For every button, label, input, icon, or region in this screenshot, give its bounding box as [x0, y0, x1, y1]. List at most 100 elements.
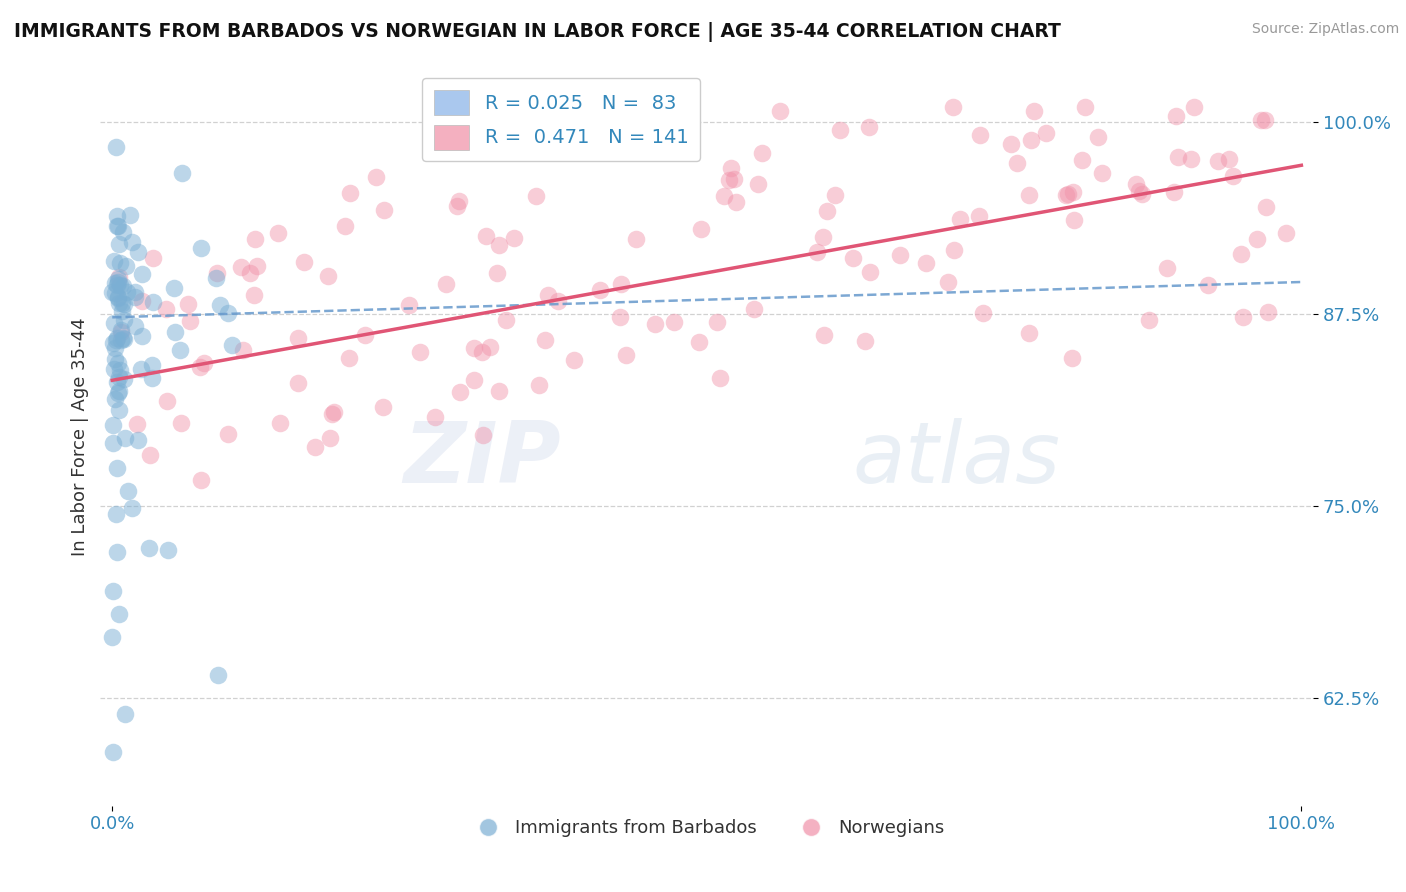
- Point: [1057, 186, 1080, 201]
- Point: [688, 335, 710, 350]
- Point: [114, 431, 136, 445]
- Point: [564, 353, 586, 368]
- Point: [103, 276, 125, 290]
- Point: [537, 288, 560, 302]
- Point: [141, 358, 163, 372]
- Point: [479, 340, 502, 354]
- Point: [475, 229, 498, 244]
- Point: [121, 235, 143, 249]
- Point: [1062, 185, 1084, 199]
- Point: [1018, 326, 1040, 341]
- Point: [138, 448, 160, 462]
- Point: [398, 298, 420, 312]
- Point: [446, 198, 468, 212]
- Point: [1254, 200, 1277, 214]
- Point: [747, 177, 769, 191]
- Point: [112, 331, 135, 345]
- Point: [104, 352, 127, 367]
- Point: [209, 298, 232, 312]
- Point: [163, 325, 186, 339]
- Point: [121, 500, 143, 515]
- Legend: Immigrants from Barbados, Norwegians: Immigrants from Barbados, Norwegians: [463, 812, 952, 845]
- Point: [409, 345, 432, 359]
- Point: [111, 296, 134, 310]
- Point: [943, 243, 966, 257]
- Point: [609, 277, 631, 291]
- Point: [1000, 137, 1022, 152]
- Point: [110, 323, 132, 337]
- Point: [142, 251, 165, 265]
- Point: [751, 146, 773, 161]
- Point: [170, 166, 193, 180]
- Point: [142, 294, 165, 309]
- Point: [858, 120, 880, 134]
- Point: [463, 341, 485, 355]
- Point: [190, 473, 212, 487]
- Point: [718, 173, 741, 187]
- Text: Source: ZipAtlas.com: Source: ZipAtlas.com: [1251, 22, 1399, 37]
- Text: ZIP: ZIP: [404, 417, 561, 500]
- Point: [163, 281, 186, 295]
- Point: [127, 433, 149, 447]
- Point: [108, 363, 131, 377]
- Y-axis label: In Labor Force | Age 35-44: In Labor Force | Age 35-44: [72, 318, 89, 557]
- Point: [124, 290, 146, 304]
- Point: [114, 332, 136, 346]
- Point: [1054, 188, 1077, 202]
- Point: [246, 259, 269, 273]
- Point: [828, 123, 851, 137]
- Point: [720, 161, 742, 175]
- Point: [232, 343, 254, 357]
- Point: [1206, 153, 1229, 168]
- Point: [339, 186, 361, 201]
- Point: [502, 230, 524, 244]
- Point: [609, 310, 631, 324]
- Point: [806, 245, 828, 260]
- Point: [101, 417, 124, 432]
- Point: [101, 335, 124, 350]
- Point: [170, 417, 193, 431]
- Point: [105, 375, 128, 389]
- Point: [101, 583, 124, 598]
- Point: [1074, 100, 1097, 114]
- Point: [742, 302, 765, 317]
- Point: [463, 373, 485, 387]
- Point: [108, 607, 131, 621]
- Point: [1166, 109, 1188, 123]
- Point: [104, 333, 127, 347]
- Point: [1232, 310, 1254, 325]
- Point: [115, 259, 138, 273]
- Point: [103, 316, 125, 330]
- Point: [709, 371, 731, 385]
- Point: [949, 212, 972, 227]
- Point: [485, 267, 508, 281]
- Point: [108, 403, 131, 417]
- Point: [713, 189, 735, 203]
- Point: [107, 291, 129, 305]
- Point: [107, 275, 129, 289]
- Point: [1246, 231, 1268, 245]
- Point: [115, 285, 138, 299]
- Point: [366, 169, 388, 184]
- Point: [117, 484, 139, 499]
- Point: [190, 241, 212, 255]
- Point: [547, 294, 569, 309]
- Point: [105, 278, 128, 293]
- Point: [815, 203, 838, 218]
- Point: [644, 317, 666, 331]
- Point: [318, 269, 340, 284]
- Point: [243, 287, 266, 301]
- Point: [1087, 130, 1109, 145]
- Point: [1137, 312, 1160, 326]
- Point: [1163, 185, 1185, 199]
- Point: [1156, 260, 1178, 275]
- Point: [138, 541, 160, 555]
- Point: [103, 254, 125, 268]
- Point: [108, 295, 131, 310]
- Point: [243, 232, 266, 246]
- Point: [217, 427, 239, 442]
- Point: [915, 256, 938, 270]
- Point: [471, 344, 494, 359]
- Point: [108, 256, 131, 270]
- Point: [156, 394, 179, 409]
